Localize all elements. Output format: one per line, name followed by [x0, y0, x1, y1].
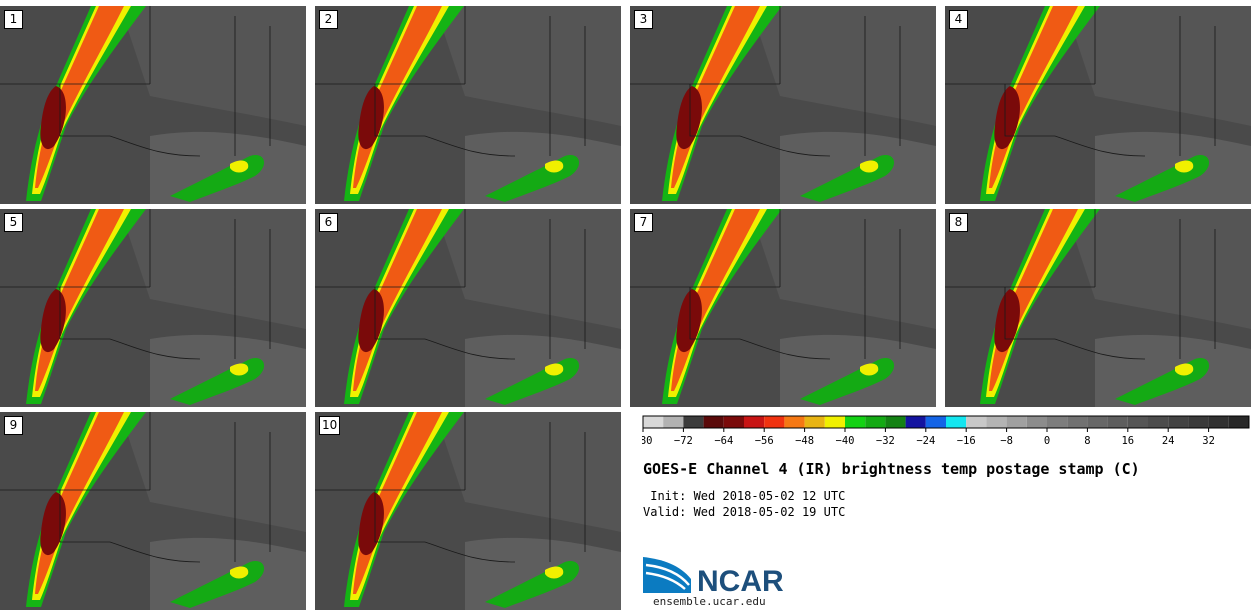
colorbar-swatch [1188, 416, 1209, 428]
panel-number-label: 5 [4, 213, 23, 232]
satellite-map [630, 209, 936, 407]
colorbar-tick-label: −24 [916, 435, 935, 447]
panel-number-label: 2 [319, 10, 338, 29]
colorbar-swatch [1067, 416, 1088, 428]
panel-number-label: 4 [949, 10, 968, 29]
site-url: ensemble.ucar.edu [653, 595, 766, 608]
colorbar-swatch [744, 416, 765, 428]
panel-5: 5 [0, 209, 306, 407]
colorbar-tick-label: 8 [1084, 435, 1090, 447]
colorbar-tick-label: 24 [1162, 435, 1175, 447]
satellite-map [315, 209, 621, 407]
colorbar-swatch [784, 416, 805, 428]
satellite-map [0, 209, 306, 407]
ncar-logo: NCAR [643, 557, 784, 595]
colorbar-swatch [643, 416, 664, 428]
colorbar-tick-label: −64 [714, 435, 733, 447]
colorbar-swatch [1107, 416, 1128, 428]
colorbar-tick-label: −40 [836, 435, 855, 447]
panel-number-label: 7 [634, 213, 653, 232]
colorbar-swatch [905, 416, 926, 428]
colorbar-swatch [824, 416, 845, 428]
colorbar-swatch [764, 416, 785, 428]
colorbar-swatch [885, 416, 906, 428]
colorbar-swatch [845, 416, 866, 428]
colorbar-tick-label: 16 [1121, 435, 1134, 447]
logo-text: NCAR [697, 565, 784, 595]
panel-number-label: 3 [634, 10, 653, 29]
colorbar-swatch [1087, 416, 1108, 428]
panel-number-label: 1 [4, 10, 23, 29]
colorbar-tick-label: −32 [876, 435, 895, 447]
panel-number-label: 8 [949, 213, 968, 232]
colorbar-tick-label: −80 [642, 435, 652, 447]
satellite-map [0, 412, 306, 610]
colorbar-swatch [1127, 416, 1148, 428]
panel-4: 4 [945, 6, 1251, 204]
colorbar-swatch [1006, 416, 1027, 428]
colorbar-tick-label: −48 [795, 435, 814, 447]
colorbar-swatch [966, 416, 987, 428]
satellite-map [945, 6, 1251, 204]
satellite-map [315, 412, 621, 610]
colorbar-tick-label: 32 [1202, 435, 1215, 447]
panel-3: 3 [630, 6, 936, 204]
colorbar-swatch [723, 416, 744, 428]
panel-number-label: 9 [4, 416, 23, 435]
colorbar-swatch [946, 416, 967, 428]
panel-8: 8 [945, 209, 1251, 407]
panel-9: 9 [0, 412, 306, 610]
valid-time: Valid: Wed 2018-05-02 19 UTC [643, 505, 846, 519]
colorbar-tick-label: −56 [755, 435, 774, 447]
colorbar-tick-label: 0 [1044, 435, 1050, 447]
colorbar-swatch [703, 416, 724, 428]
colorbar-swatch [663, 416, 684, 428]
colorbar-swatch [683, 416, 704, 428]
panel-1: 1 [0, 6, 306, 204]
colorbar-swatch [1168, 416, 1189, 428]
colorbar-swatch [1047, 416, 1068, 428]
colorbar-tick-label: −72 [674, 435, 693, 447]
panel-2: 2 [315, 6, 621, 204]
figure-title: GOES-E Channel 4 (IR) brightness temp po… [643, 460, 1140, 478]
satellite-map [630, 6, 936, 204]
colorbar-swatch [986, 416, 1007, 428]
panel-number-label: 10 [319, 416, 341, 435]
colorbar-swatch [804, 416, 825, 428]
colorbar-swatch [865, 416, 886, 428]
colorbar-tick-label: −8 [1000, 435, 1013, 447]
panel-6: 6 [315, 209, 621, 407]
panel-10: 10 [315, 412, 621, 610]
panel-7: 7 [630, 209, 936, 407]
colorbar-swatch [1026, 416, 1047, 428]
satellite-map [0, 6, 306, 204]
colorbar-swatch [1148, 416, 1169, 428]
satellite-map [315, 6, 621, 204]
colorbar-tick-label: −16 [957, 435, 976, 447]
panel-number-label: 6 [319, 213, 338, 232]
init-time: Init: Wed 2018-05-02 12 UTC [643, 489, 846, 503]
satellite-map [945, 209, 1251, 407]
colorbar-swatch [925, 416, 946, 428]
colorbar-swatch [1208, 416, 1229, 428]
colorbar-swatch [1228, 416, 1249, 428]
